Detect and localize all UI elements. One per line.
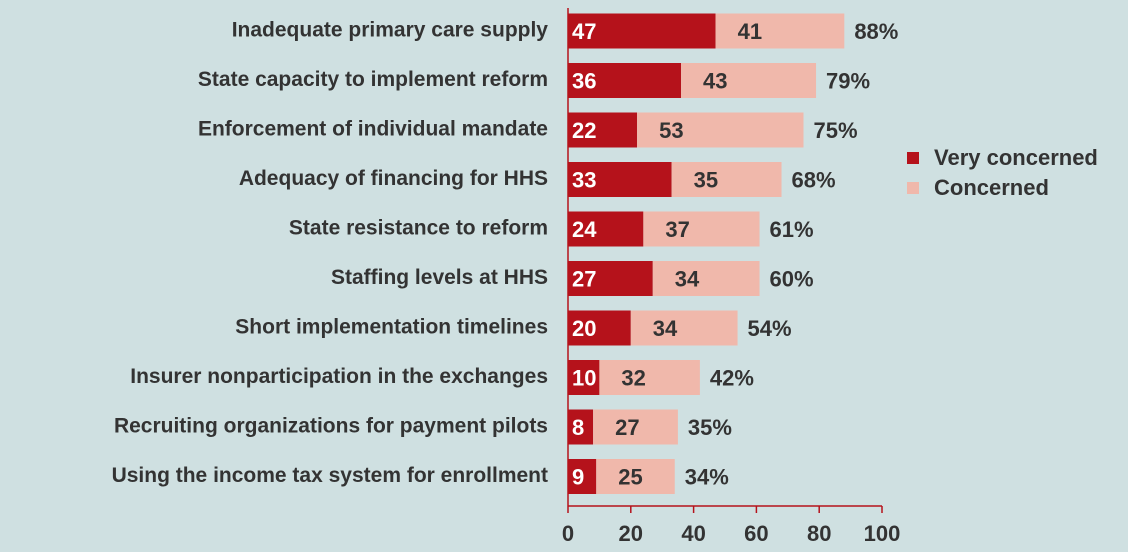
segment-label: 10 (572, 365, 596, 390)
category-label: Inadequate primary care supply (232, 19, 549, 42)
segment-label: 27 (615, 415, 639, 440)
segment-label: 34 (675, 266, 700, 291)
category-label: Insurer nonparticipation in the exchange… (130, 365, 548, 388)
bar-segment (568, 13, 716, 49)
category-label: State resistance to reform (289, 217, 548, 240)
segment-label: 24 (572, 217, 597, 242)
category-label: State capacity to implement reform (198, 68, 548, 91)
category-label: Short implementation timelines (235, 316, 548, 339)
segment-label: 9 (572, 464, 584, 489)
bar-segment (568, 63, 682, 98)
category-label: Recruiting organizations for payment pil… (114, 415, 548, 438)
segment-label: 53 (659, 118, 683, 143)
x-tick-label: 80 (807, 521, 831, 546)
bar-segment (568, 112, 638, 148)
bar-segment (593, 409, 678, 445)
x-tick-label: 20 (619, 521, 643, 546)
bar-segment (637, 112, 804, 148)
segment-label: 34 (653, 316, 678, 341)
x-tick-label: 60 (744, 521, 768, 546)
total-label: 79% (826, 68, 870, 93)
bar-segment (681, 63, 817, 98)
x-tick-label: 40 (681, 521, 705, 546)
category-label: Enforcement of individual mandate (198, 118, 548, 141)
bar-segment (715, 13, 845, 49)
segment-label: 32 (621, 365, 645, 390)
segment-label: 22 (572, 118, 596, 143)
legend-label: Concerned (934, 175, 1049, 200)
bar-segment (596, 459, 675, 494)
bar-segment (568, 162, 672, 197)
bar-segment (630, 310, 738, 346)
total-label: 61% (770, 217, 814, 242)
bar-segment (568, 409, 594, 445)
bar-segment (568, 459, 597, 494)
segment-label: 35 (694, 167, 718, 192)
segment-label: 43 (703, 68, 727, 93)
x-tick-label: 0 (562, 521, 574, 546)
segment-label: 37 (665, 217, 689, 242)
total-label: 54% (748, 316, 792, 341)
bar-segment (671, 162, 782, 197)
category-label: Using the income tax system for enrollme… (112, 464, 548, 487)
bar-segment (652, 261, 760, 296)
segment-label: 41 (738, 19, 762, 44)
segment-label: 20 (572, 316, 596, 341)
segment-label: 27 (572, 266, 596, 291)
bar-segment (643, 211, 760, 247)
bar-segment (568, 310, 631, 346)
total-label: 60% (770, 266, 814, 291)
total-label: 75% (814, 118, 858, 143)
total-label: 42% (710, 365, 754, 390)
segment-label: 33 (572, 167, 596, 192)
segment-label: 8 (572, 415, 584, 440)
bar-segment (599, 360, 700, 395)
total-label: 35% (688, 415, 732, 440)
bar-segment (568, 360, 600, 395)
category-label: Adequacy of financing for HHS (239, 167, 548, 190)
total-label: 88% (854, 19, 898, 44)
segment-label: 36 (572, 68, 596, 93)
segment-label: 25 (618, 464, 642, 489)
total-label: 34% (685, 464, 729, 489)
bar-segment (568, 261, 653, 296)
bar-segment (568, 211, 644, 247)
category-label: Staffing levels at HHS (331, 266, 548, 289)
x-tick-label: 100 (864, 521, 901, 546)
legend-swatch (907, 182, 919, 194)
total-label: 68% (792, 167, 836, 192)
legend-swatch (907, 152, 919, 164)
legend-label: Very concerned (934, 145, 1098, 170)
segment-label: 47 (572, 19, 596, 44)
